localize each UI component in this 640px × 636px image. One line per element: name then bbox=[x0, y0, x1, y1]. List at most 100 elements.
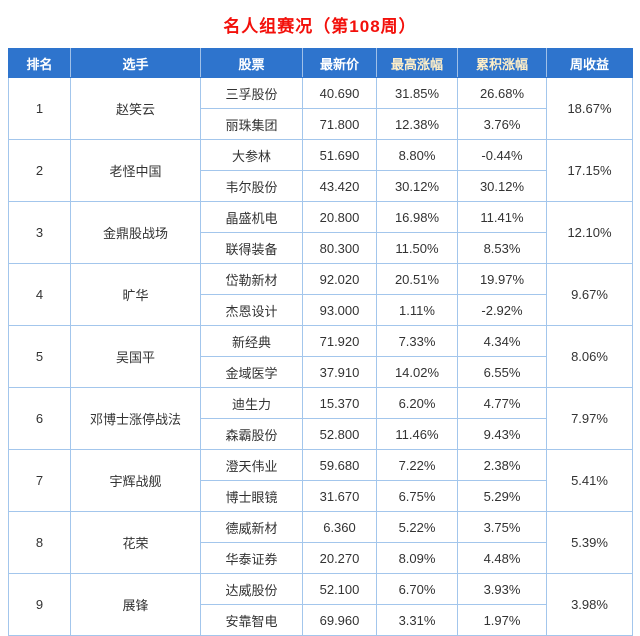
column-header: 排名 bbox=[8, 48, 71, 78]
stock-price: 31.670 bbox=[302, 480, 377, 512]
player-name[interactable]: 旷华 bbox=[70, 263, 201, 326]
report-card: 名人组赛况（第108周） 排名 选手 股票 最新价 最高涨幅 累积涨幅 周收益 1 赵笑云 三孚… bbox=[8, 17, 633, 636]
weekly-return-cell: 5.39% bbox=[546, 511, 633, 574]
stock-price: 20.800 bbox=[302, 201, 377, 233]
stock-name[interactable]: 澄天伟业 bbox=[200, 449, 303, 481]
stock-name[interactable]: 华泰证券 bbox=[200, 542, 303, 574]
stock-row: 7 宇辉战舰 澄天伟业 59.680 7.22% 2.38% 5.41% bbox=[8, 449, 633, 512]
rank-cell: 5 bbox=[8, 325, 71, 388]
cumulative-gain-cell: 4.34% bbox=[457, 325, 547, 357]
stock-name[interactable]: 金域医学 bbox=[200, 356, 303, 388]
stock-row: 3 金鼎股战场 晶盛机电 20.800 16.98% 11.41% 12.10% bbox=[8, 201, 633, 264]
cumulative-gain-cell: 4.48% bbox=[457, 542, 547, 574]
stock-row: 8 花荣 德威新材 6.360 5.22% 3.75% 5.39% bbox=[8, 511, 633, 574]
weekly-return-cell: 5.41% bbox=[546, 449, 633, 512]
max-gain-cell: 6.75% bbox=[376, 480, 458, 512]
stock-name[interactable]: 德威新材 bbox=[200, 511, 303, 543]
stock-name[interactable]: 博士眼镜 bbox=[200, 480, 303, 512]
stock-price: 93.000 bbox=[302, 294, 377, 326]
cumulative-gain-cell: 3.93% bbox=[457, 573, 547, 605]
weekly-return-cell: 17.15% bbox=[546, 139, 633, 202]
weekly-return-cell: 3.98% bbox=[546, 573, 633, 636]
rank-cell: 8 bbox=[8, 511, 71, 574]
player-name[interactable]: 吴国平 bbox=[70, 325, 201, 388]
rank-cell: 7 bbox=[8, 449, 71, 512]
max-gain-cell: 12.38% bbox=[376, 108, 458, 140]
stock-name[interactable]: 迪生力 bbox=[200, 387, 303, 419]
rank-cell: 3 bbox=[8, 201, 71, 264]
rank-cell: 9 bbox=[8, 573, 71, 636]
rank-cell: 1 bbox=[8, 77, 71, 140]
stock-price: 69.960 bbox=[302, 604, 377, 636]
stock-price: 71.800 bbox=[302, 108, 377, 140]
player-name[interactable]: 邓博士涨停战法 bbox=[70, 387, 201, 450]
max-gain-cell: 11.50% bbox=[376, 232, 458, 264]
cumulative-gain-cell: 30.12% bbox=[457, 170, 547, 202]
player-name[interactable]: 花荣 bbox=[70, 511, 201, 574]
cumulative-gain-cell: 1.97% bbox=[457, 604, 547, 636]
cumulative-gain-cell: 19.97% bbox=[457, 263, 547, 295]
weekly-return-cell: 7.97% bbox=[546, 387, 633, 450]
stock-name[interactable]: 达威股份 bbox=[200, 573, 303, 605]
column-header: 累积涨幅 bbox=[457, 48, 547, 78]
stock-name[interactable]: 联得装备 bbox=[200, 232, 303, 264]
max-gain-cell: 1.11% bbox=[376, 294, 458, 326]
weekly-return-cell: 8.06% bbox=[546, 325, 633, 388]
max-gain-cell: 6.70% bbox=[376, 573, 458, 605]
cumulative-gain-cell: 9.43% bbox=[457, 418, 547, 450]
cumulative-gain-cell: 3.75% bbox=[457, 511, 547, 543]
max-gain-cell: 5.22% bbox=[376, 511, 458, 543]
max-gain-cell: 31.85% bbox=[376, 77, 458, 109]
stock-name[interactable]: 新经典 bbox=[200, 325, 303, 357]
weekly-return-cell: 12.10% bbox=[546, 201, 633, 264]
column-header: 最高涨幅 bbox=[376, 48, 458, 78]
player-name[interactable]: 老怪中国 bbox=[70, 139, 201, 202]
rank-cell: 2 bbox=[8, 139, 71, 202]
stock-row: 华泰证券 20.270 8.09% 4.48% bbox=[9, 542, 633, 574]
stock-row: 6 邓博士涨停战法 迪生力 15.370 6.20% 4.77% 7.97% bbox=[8, 387, 633, 450]
column-header: 股票 bbox=[200, 48, 303, 78]
max-gain-cell: 7.22% bbox=[376, 449, 458, 481]
stock-row: 1 赵笑云 三孚股份 40.690 31.85% 26.68% 18.67% bbox=[8, 77, 633, 140]
stock-name[interactable]: 大参林 bbox=[200, 139, 303, 171]
player-name[interactable]: 展锋 bbox=[70, 573, 201, 636]
stock-row: 9 展锋 达威股份 52.100 6.70% 3.93% 3.98% bbox=[8, 573, 633, 636]
stock-name[interactable]: 岱勒新材 bbox=[200, 263, 303, 295]
stock-name[interactable]: 杰恩设计 bbox=[200, 294, 303, 326]
max-gain-cell: 8.09% bbox=[376, 542, 458, 574]
stock-row: 森霸股份 52.800 11.46% 9.43% bbox=[9, 418, 633, 450]
column-header: 最新价 bbox=[302, 48, 377, 78]
cumulative-gain-cell: 4.77% bbox=[457, 387, 547, 419]
stock-name[interactable]: 晶盛机电 bbox=[200, 201, 303, 233]
max-gain-cell: 3.31% bbox=[376, 604, 458, 636]
stock-price: 59.680 bbox=[302, 449, 377, 481]
ranking-table: 排名 选手 股票 最新价 最高涨幅 累积涨幅 周收益 1 赵笑云 三孚股份 40.690 31.85… bbox=[8, 48, 633, 636]
player-name[interactable]: 赵笑云 bbox=[70, 77, 201, 140]
stock-price: 37.910 bbox=[302, 356, 377, 388]
stock-name[interactable]: 韦尔股份 bbox=[200, 170, 303, 202]
stock-price: 71.920 bbox=[302, 325, 377, 357]
stock-price: 6.360 bbox=[302, 511, 377, 543]
player-name[interactable]: 金鼎股战场 bbox=[70, 201, 201, 264]
player-name[interactable]: 宇辉战舰 bbox=[70, 449, 201, 512]
cumulative-gain-cell: 8.53% bbox=[457, 232, 547, 264]
stock-price: 52.100 bbox=[302, 573, 377, 605]
stock-price: 80.300 bbox=[302, 232, 377, 264]
max-gain-cell: 11.46% bbox=[376, 418, 458, 450]
stock-name[interactable]: 三孚股份 bbox=[200, 77, 303, 109]
stock-price: 15.370 bbox=[302, 387, 377, 419]
stock-price: 51.690 bbox=[302, 139, 377, 171]
max-gain-cell: 16.98% bbox=[376, 201, 458, 233]
stock-name[interactable]: 丽珠集团 bbox=[200, 108, 303, 140]
stock-price: 40.690 bbox=[302, 77, 377, 109]
max-gain-cell: 20.51% bbox=[376, 263, 458, 295]
stock-row: 2 老怪中国 大参林 51.690 8.80% -0.44% 17.15% bbox=[8, 139, 633, 202]
weekly-return-cell: 18.67% bbox=[546, 77, 633, 140]
stock-row: 杰恩设计 93.000 1.11% -2.92% bbox=[9, 294, 633, 326]
cumulative-gain-cell: 5.29% bbox=[457, 480, 547, 512]
stock-name[interactable]: 安靠智电 bbox=[200, 604, 303, 636]
max-gain-cell: 30.12% bbox=[376, 170, 458, 202]
stock-name[interactable]: 森霸股份 bbox=[200, 418, 303, 450]
stock-row: 韦尔股份 43.420 30.12% 30.12% bbox=[9, 170, 633, 202]
header-row: 排名 选手 股票 最新价 最高涨幅 累积涨幅 周收益 bbox=[8, 48, 633, 78]
